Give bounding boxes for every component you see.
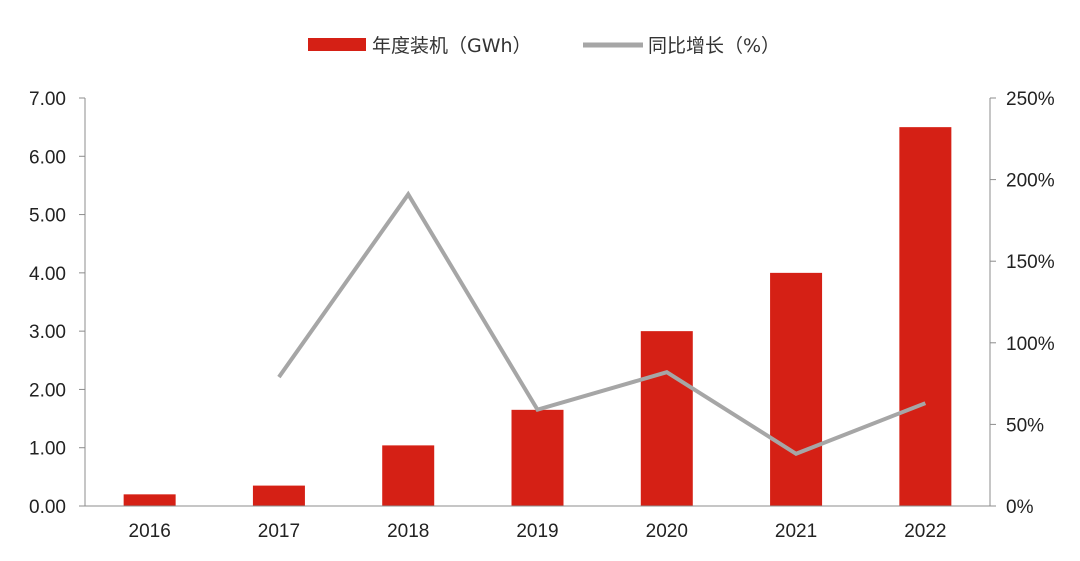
right-tick-label: 100% [1006,334,1055,355]
legend-bar-label: 年度装机（GWh） [372,35,532,57]
right-tick-label: 150% [1006,252,1055,273]
axes [84,98,991,507]
bar [382,445,435,506]
growth-line [277,190,927,457]
x-tick-label: 2016 [129,521,171,542]
x-axis-ticks: 2016 2017 2018 2019 2020 2021 2022 [129,521,947,542]
left-tick-label: 4.00 [29,264,66,285]
left-tick-label: 6.00 [29,147,66,168]
left-tick-label: 0.00 [29,497,66,518]
left-tick-label: 1.00 [29,439,66,460]
left-tick-label: 3.00 [29,322,66,343]
bar [899,127,952,507]
line-series [277,190,927,457]
bar [123,494,176,506]
x-tick-label: 2017 [258,521,300,542]
bar [640,331,693,506]
bar [770,272,823,506]
x-tick-label: 2018 [387,521,429,542]
right-tick-label: 250% [1006,89,1055,110]
right-tick-label: 50% [1006,415,1044,436]
right-tick-label: 0% [1006,497,1034,518]
left-tick-label: 2.00 [29,380,66,401]
legend-line-label: 同比增长（%） [648,35,780,57]
bar [511,409,564,506]
x-tick-label: 2020 [646,521,688,542]
x-tick-label: 2022 [904,521,946,542]
legend: 年度装机（GWh） 同比增长（%） [308,35,780,57]
left-tick-label: 5.00 [29,206,66,227]
left-tick-label: 7.00 [29,89,66,110]
right-tick-label: 200% [1006,171,1055,192]
bar [252,485,305,506]
legend-bar-swatch [308,38,366,51]
bar-series [123,127,952,507]
x-tick-label: 2021 [775,521,817,542]
x-tick-label: 2019 [516,521,558,542]
left-axis-ticks: 0.00 1.00 2.00 3.00 4.00 5.00 6.00 7.00 [29,89,85,518]
right-axis-ticks: 0% 50% 100% 150% 200% 250% [990,89,1055,518]
